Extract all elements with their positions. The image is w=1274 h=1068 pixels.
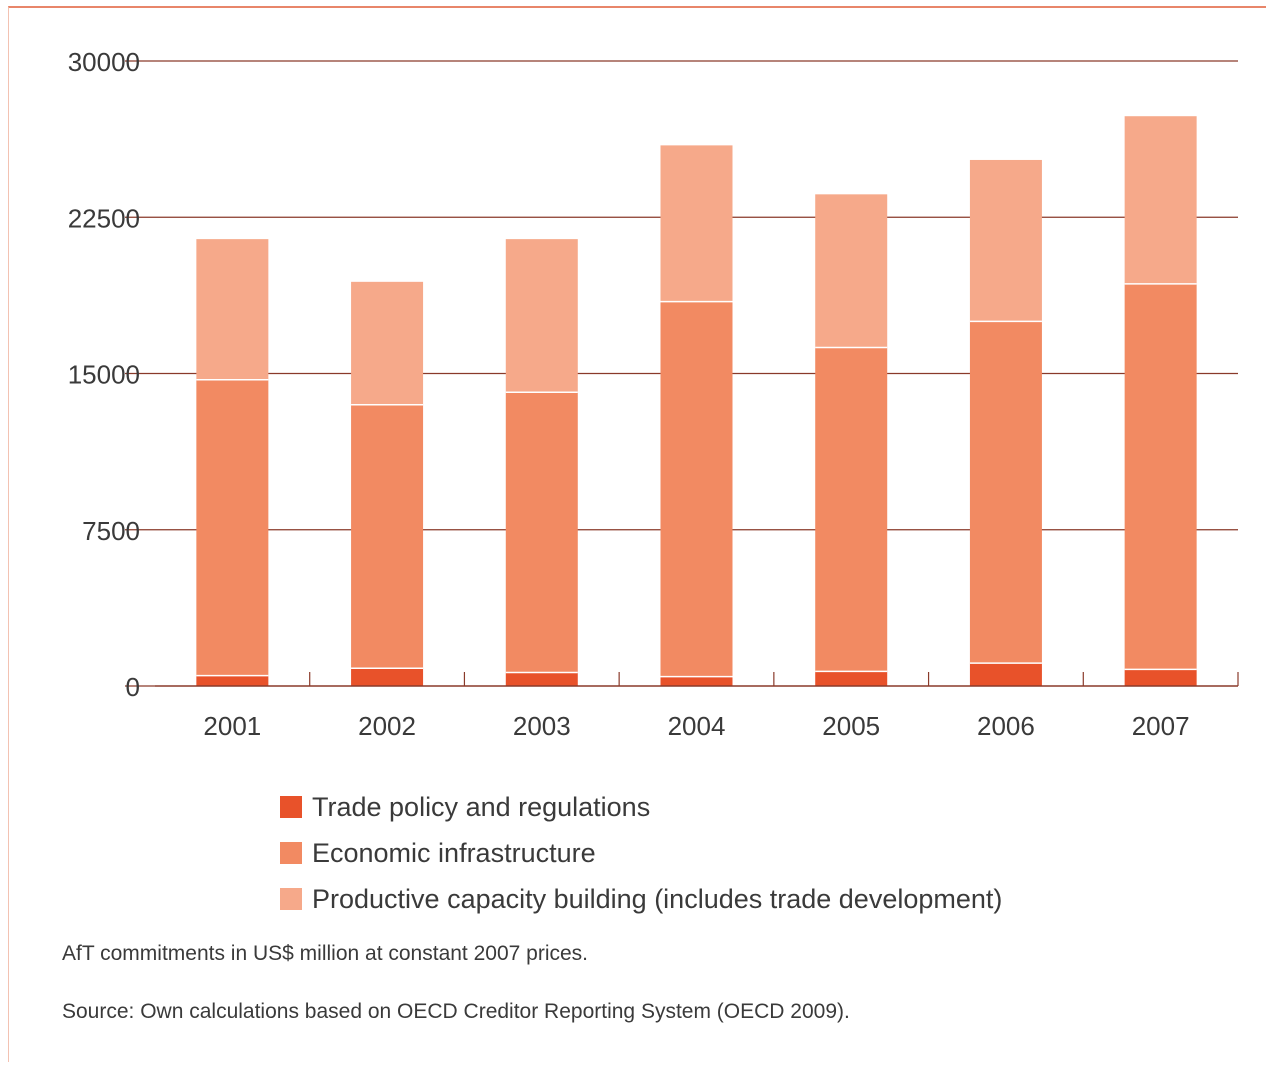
bar-2006-series-0: [969, 663, 1042, 686]
legend-label-economic-infrastructure: Economic infrastructure: [312, 837, 596, 868]
source-note: Source: Own calculations based on OECD C…: [62, 1000, 850, 1023]
x-tick-label-2005: 2005: [822, 711, 880, 741]
legend-label-productive-capacity: Productive capacity building (includes t…: [312, 883, 1003, 914]
x-tick-label-2002: 2002: [358, 711, 416, 741]
legend-swatch-productive-capacity: [280, 888, 302, 910]
y-tick-label-15000: 15000: [68, 360, 140, 390]
bar-2004-series-1: [660, 301, 733, 677]
bar-2002-series-0: [351, 668, 424, 686]
legend-item-productive-capacity: Productive capacity building (includes t…: [280, 876, 1002, 922]
chart-frame: [8, 6, 1266, 1062]
bar-2003-series-0: [505, 672, 578, 686]
bar-2005-series-2: [815, 194, 888, 348]
y-tick-label-7500: 7500: [82, 516, 140, 546]
bar-2004-series-0: [660, 676, 733, 686]
y-tick-label-0: 0: [126, 672, 140, 702]
bar-2001-series-0: [196, 675, 269, 686]
bar-2003-series-2: [505, 239, 578, 393]
bar-2001-series-2: [196, 239, 269, 380]
bar-2007-series-2: [1124, 116, 1197, 284]
bar-2005-series-1: [815, 347, 888, 672]
legend-swatch-economic-infrastructure: [280, 842, 302, 864]
x-tick-label-2007: 2007: [1132, 711, 1190, 741]
chart-notes: AfT commitments in US$ million at consta…: [62, 942, 850, 1058]
bar-2005-series-0: [815, 671, 888, 686]
legend: Trade policy and regulations Economic in…: [280, 784, 1002, 922]
legend-item-economic-infrastructure: Economic infrastructure: [280, 830, 1002, 876]
y-tick-label-22500: 22500: [68, 203, 140, 233]
bar-2002-series-1: [351, 404, 424, 669]
units-note: AfT commitments in US$ million at consta…: [62, 942, 588, 965]
bar-2001-series-1: [196, 379, 269, 676]
bar-2007-series-1: [1124, 283, 1197, 670]
x-tick-label-2004: 2004: [668, 711, 726, 741]
legend-label-trade-policy: Trade policy and regulations: [312, 791, 651, 822]
x-tick-label-2001: 2001: [203, 711, 261, 741]
bar-2004-series-2: [660, 145, 733, 302]
bar-2006-series-2: [969, 159, 1042, 322]
bar-2006-series-1: [969, 321, 1042, 664]
bar-2007-series-0: [1124, 669, 1197, 686]
x-tick-label-2003: 2003: [513, 711, 571, 741]
bar-2003-series-1: [505, 392, 578, 673]
x-tick-label-2006: 2006: [977, 711, 1035, 741]
legend-swatch-trade-policy: [280, 796, 302, 818]
legend-item-trade-policy: Trade policy and regulations: [280, 784, 1002, 830]
bar-2002-series-2: [351, 281, 424, 405]
y-tick-label-30000: 30000: [68, 47, 140, 77]
